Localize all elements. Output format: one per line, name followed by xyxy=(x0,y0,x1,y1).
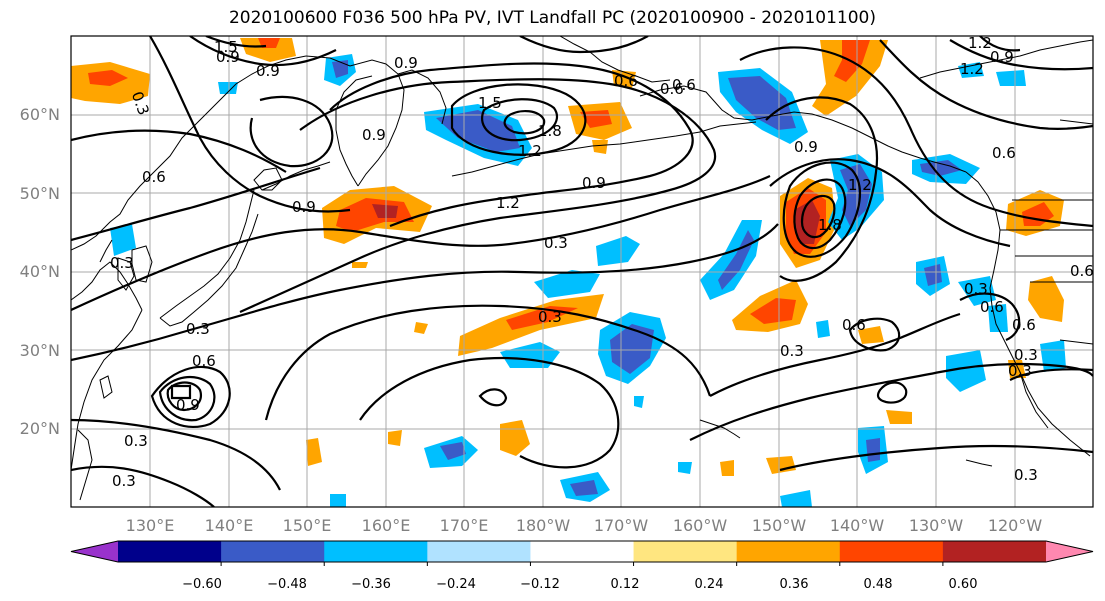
lon-label: 140°W xyxy=(830,516,885,535)
contour-label: 0.3 xyxy=(964,280,988,298)
colorbar-segment xyxy=(839,541,944,562)
colorbar-tick-label: 0.12 xyxy=(611,577,640,592)
colorbar-outline xyxy=(70,540,1094,563)
contour-label: 0.6 xyxy=(1070,262,1094,280)
longitude-labels: 130°E 140°E 150°E 160°E 170°E 180°W 170°… xyxy=(126,516,1043,535)
colorbar-segment xyxy=(324,541,428,562)
lat-label: 60°N xyxy=(20,105,60,124)
contour-label: 1.2 xyxy=(848,176,872,194)
contour-label: 0.9 xyxy=(794,138,818,156)
lon-label: 160°W xyxy=(673,516,728,535)
contour-label: 0.9 xyxy=(216,48,240,66)
colorbar-tick-label: 0.36 xyxy=(780,577,809,592)
lon-label: 140°E xyxy=(205,516,254,535)
contour-label: 0.3 xyxy=(1014,346,1038,364)
contour-label: 0.6 xyxy=(1012,316,1036,334)
contour-label: 0.6 xyxy=(672,76,696,94)
contour-label: 1.2 xyxy=(518,142,542,160)
colorbar-segment xyxy=(221,541,325,562)
colorbar-tick-label: −0.36 xyxy=(351,577,391,592)
contour-label: 0.9 xyxy=(990,48,1014,66)
contour-label: 0.9 xyxy=(292,198,316,216)
colorbar-tick-label: −0.24 xyxy=(436,577,476,592)
contour-label: 1.8 xyxy=(818,216,842,234)
colorbar-tick-label: −0.60 xyxy=(182,577,222,592)
contour-label: 1.8 xyxy=(538,122,562,140)
lon-label: 120°W xyxy=(988,516,1043,535)
contour-label: 0.9 xyxy=(176,396,200,414)
contour-label: 1.2 xyxy=(960,60,984,78)
contour-label: 0.6 xyxy=(614,72,638,90)
contour-labels: 1.5 0.9 0.3 0.9 0.6 1.5 1.8 1.2 0.6 0.9 … xyxy=(110,34,1094,490)
lon-label: 130°W xyxy=(909,516,964,535)
contour-label: 0.3 xyxy=(538,308,562,326)
colorbar-tick-label: −0.12 xyxy=(520,577,560,592)
lat-label: 30°N xyxy=(20,341,60,360)
contour-label: 0.3 xyxy=(186,320,210,338)
colorbar-segment xyxy=(633,541,738,562)
contour-label: 0.3 xyxy=(112,472,136,490)
lat-label: 40°N xyxy=(20,262,60,281)
contour-label: 0.6 xyxy=(992,144,1016,162)
lon-label: 160°E xyxy=(362,516,411,535)
colorbar-extend-max xyxy=(1046,541,1093,562)
plot-frame xyxy=(70,35,1094,508)
contour-label: 1.5 xyxy=(214,38,238,56)
contour-label: 0.3 xyxy=(1008,362,1032,380)
lon-label: 150°W xyxy=(752,516,807,535)
colorbar-tick-label: 0.24 xyxy=(695,577,724,592)
lon-label: 170°W xyxy=(594,516,649,535)
map-title: 2020100600 F036 500 hPa PV, IVT Landfall… xyxy=(228,8,876,28)
colorbar-segment xyxy=(118,541,222,562)
latitude-labels: 20°N 30°N 40°N 50°N 60°N xyxy=(20,105,60,438)
contour-label: 1.5 xyxy=(478,94,502,112)
contour-label: 1.2 xyxy=(968,34,992,52)
contour-label: 0.3 xyxy=(544,234,568,252)
colorbar-extend-min xyxy=(71,541,118,562)
pv-contours xyxy=(71,36,1093,507)
contour-label: 0.3 xyxy=(124,432,148,450)
colorbar-tick-label: 0.48 xyxy=(864,577,893,592)
lon-label: 170°E xyxy=(440,516,489,535)
contour-label: 0.6 xyxy=(660,80,684,98)
colorbar-segment xyxy=(942,541,1047,562)
contour-label: 0.3 xyxy=(110,254,134,272)
lon-label: 180°W xyxy=(516,516,571,535)
contour-label: 0.3 xyxy=(780,342,804,360)
contour-label: 0.9 xyxy=(394,54,418,72)
lat-label: 20°N xyxy=(20,419,60,438)
colorbar xyxy=(70,540,1094,566)
colorbar-tick-labels: −0.60 −0.48 −0.36 −0.24 −0.12 0.12 0.24 … xyxy=(182,577,977,592)
contour-label: 0.6 xyxy=(980,298,1004,316)
colorbar-tick-label: −0.48 xyxy=(267,577,307,592)
colorbar-segment xyxy=(736,541,841,562)
contour-label: 0.6 xyxy=(142,168,166,186)
gridlines xyxy=(71,36,1093,507)
contour-label: 0.6 xyxy=(842,316,866,334)
lat-label: 50°N xyxy=(20,184,60,203)
contour-label: 0.9 xyxy=(256,62,280,80)
contour-label: 0.9 xyxy=(582,174,606,192)
colorbar-segment xyxy=(530,541,635,562)
contour-label: 0.9 xyxy=(362,126,386,144)
colorbar-segment xyxy=(427,541,531,562)
contour-label: 0.3 xyxy=(1014,466,1038,484)
contour-label: 1.2 xyxy=(496,194,520,212)
colorbar-tick-label: 0.60 xyxy=(949,577,978,592)
contour-label: 0.6 xyxy=(192,352,216,370)
lon-label: 150°E xyxy=(283,516,332,535)
lon-label: 130°E xyxy=(126,516,175,535)
